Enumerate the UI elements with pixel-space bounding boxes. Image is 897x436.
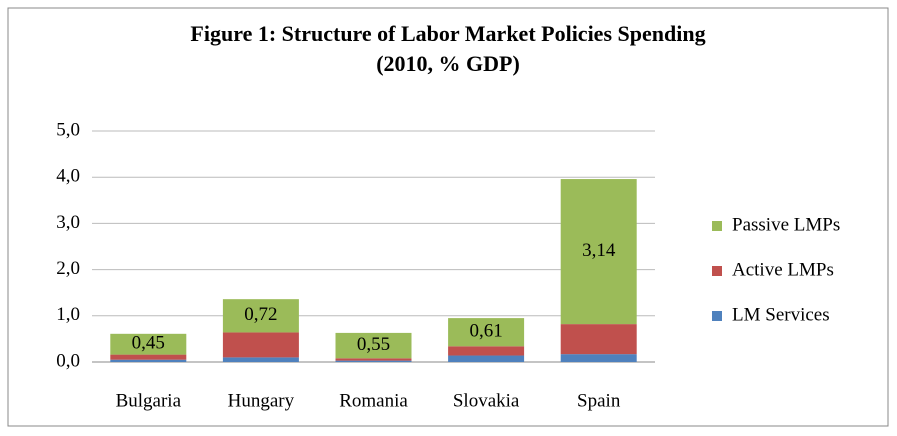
x-tick-label: Hungary bbox=[228, 390, 295, 411]
bar-segment bbox=[448, 355, 525, 362]
x-tick-label: Spain bbox=[577, 390, 621, 411]
y-tick-label: 3,0 bbox=[56, 212, 80, 233]
legend-label: Active LMPs bbox=[732, 259, 834, 280]
y-tick-label: 1,0 bbox=[56, 304, 80, 325]
data-label: 0,72 bbox=[244, 304, 277, 325]
bar-segment bbox=[335, 358, 412, 361]
legend-swatch bbox=[712, 221, 722, 231]
bar-segment bbox=[222, 332, 299, 358]
x-tick-label: Romania bbox=[339, 390, 408, 411]
legend-swatch bbox=[712, 266, 722, 276]
legend-swatch bbox=[712, 311, 722, 321]
legend-label: Passive LMPs bbox=[732, 214, 840, 235]
bar-segment bbox=[110, 354, 187, 360]
data-label: 0,45 bbox=[132, 333, 165, 354]
data-label: 0,61 bbox=[469, 321, 502, 342]
y-tick-label: 0,0 bbox=[56, 350, 80, 371]
bar-segment bbox=[110, 359, 187, 362]
bar-segment bbox=[222, 299, 299, 333]
bar-segment bbox=[560, 179, 637, 325]
x-tick-label: Slovakia bbox=[453, 390, 520, 411]
chart-subtitle: (2010, % GDP) bbox=[376, 51, 520, 76]
data-label: 0,55 bbox=[357, 334, 390, 355]
bar-segment bbox=[448, 318, 525, 347]
bar-segment bbox=[560, 354, 637, 362]
y-tick-label: 2,0 bbox=[56, 258, 80, 279]
bar-segment bbox=[110, 333, 187, 355]
legend-label: LM Services bbox=[732, 304, 830, 325]
y-tick-label: 5,0 bbox=[56, 119, 80, 140]
bar-segment bbox=[448, 346, 525, 356]
bar-segment bbox=[335, 360, 412, 362]
chart-title: Figure 1: Structure of Labor Market Poli… bbox=[190, 21, 705, 46]
y-tick-label: 4,0 bbox=[56, 166, 80, 187]
x-tick-label: Bulgaria bbox=[116, 390, 182, 411]
bar-segment bbox=[335, 332, 412, 359]
data-label: 3,14 bbox=[582, 240, 616, 261]
bar-segment bbox=[222, 357, 299, 362]
bar-segment bbox=[560, 324, 637, 355]
